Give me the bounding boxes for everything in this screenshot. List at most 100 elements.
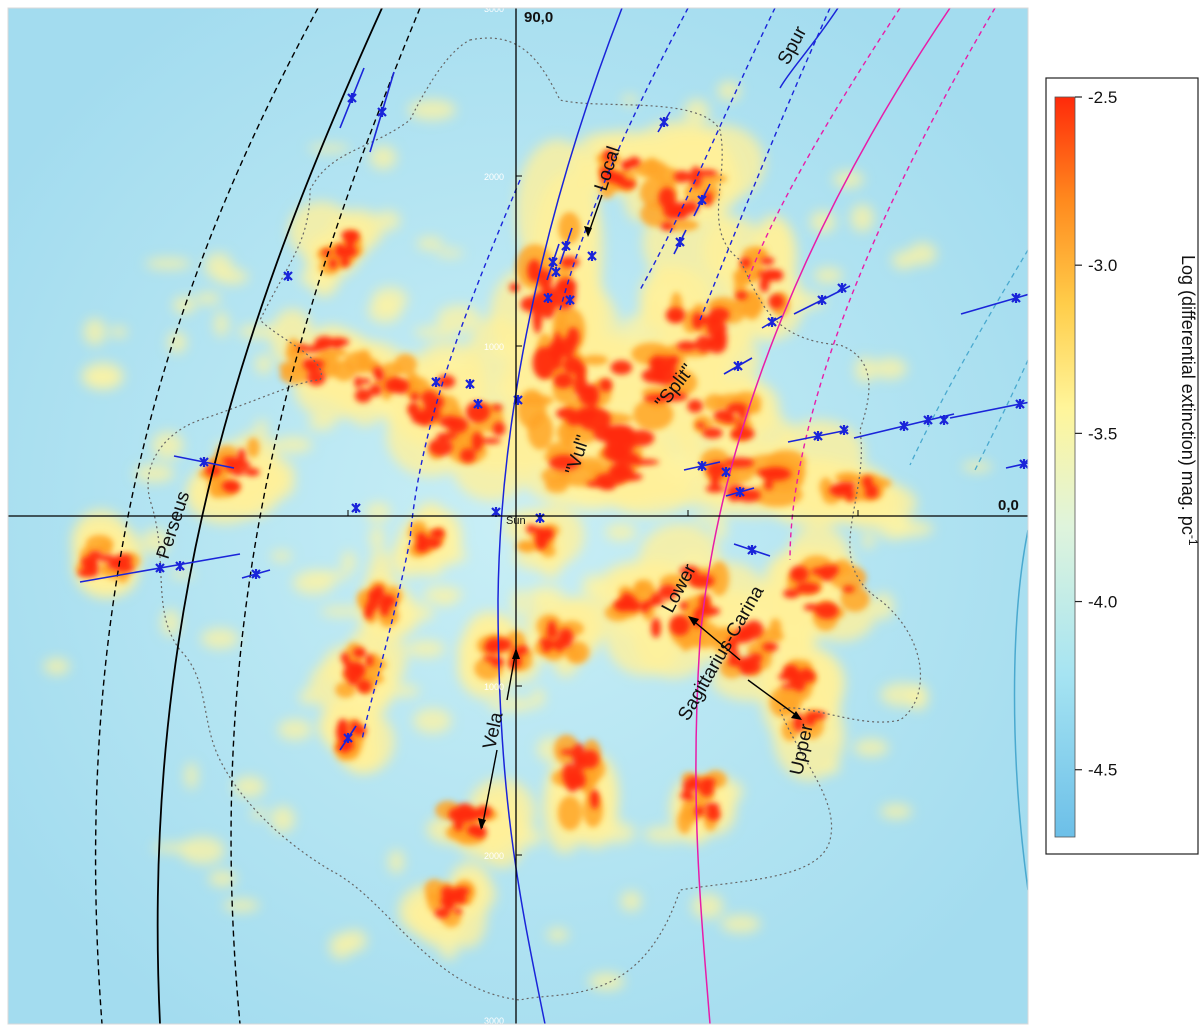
dust-core — [368, 588, 383, 603]
dust-core — [695, 335, 713, 353]
dust-core — [603, 444, 630, 462]
haze-blob — [720, 914, 761, 934]
scutum-arm-boundary-1 — [909, 249, 1028, 466]
dust-core — [704, 802, 720, 811]
haze-blob — [142, 528, 170, 554]
dust-core — [724, 457, 755, 469]
dust-core — [546, 626, 558, 639]
haze-blob — [527, 586, 565, 606]
dust-core — [832, 486, 847, 498]
maser-point — [697, 195, 707, 205]
distance-tick-label: 3000 — [484, 4, 504, 14]
haze-blob — [643, 826, 691, 843]
dust-core — [669, 355, 679, 365]
perseus-arm-boundary-inner — [230, 8, 421, 1024]
dust-core — [783, 588, 800, 599]
arrow-head — [584, 226, 592, 237]
haze-blob — [908, 242, 937, 266]
dust-core — [451, 888, 466, 902]
haze-blob — [680, 552, 708, 566]
dust-core — [548, 454, 580, 471]
dust-core — [759, 466, 792, 481]
dust-core — [676, 340, 698, 352]
dust-core — [379, 597, 393, 610]
dust-core — [539, 638, 553, 646]
dust-core — [352, 647, 367, 658]
dust-core — [558, 634, 569, 642]
dust-core — [734, 627, 749, 644]
maser-point — [548, 257, 558, 267]
dust-core — [560, 256, 580, 269]
dust-core — [342, 249, 352, 258]
dust-core — [306, 369, 326, 386]
cloud-blob — [319, 352, 340, 378]
dust-core — [231, 468, 245, 476]
sagittarius-arrow-upper — [747, 679, 801, 719]
dust-core — [431, 538, 442, 547]
haze-blob — [369, 145, 397, 170]
dust-core — [706, 461, 727, 479]
haze-blob — [582, 574, 604, 597]
scutum-arm-boundary-2 — [974, 359, 1028, 471]
dust-core — [369, 384, 382, 397]
dust-core — [650, 617, 661, 638]
haze-blob — [813, 267, 843, 284]
dust-core — [313, 341, 330, 351]
maser-point — [513, 395, 523, 405]
dust-core — [735, 291, 748, 300]
haze-blob — [691, 893, 724, 919]
dust-core — [429, 528, 444, 538]
maser-point — [675, 237, 685, 247]
haze-blob — [270, 805, 295, 833]
dust-core — [670, 314, 682, 322]
maser-point — [565, 295, 575, 305]
dust-core — [768, 293, 785, 310]
dust-core — [566, 327, 580, 348]
colorbar-gradient — [1054, 96, 1076, 838]
maser-point — [923, 415, 933, 425]
haze-blob — [172, 296, 196, 314]
sagittarius-arm-line — [695, 8, 951, 1024]
haze-blob — [307, 144, 350, 153]
colorbar-tick-label: -4.0 — [1088, 593, 1117, 612]
haze-blob — [208, 870, 237, 887]
dust-core — [356, 679, 372, 694]
dust-core — [222, 480, 241, 493]
distance-tick-label: 2000 — [484, 172, 504, 182]
haze-blob — [277, 719, 312, 741]
dust-core — [780, 683, 799, 690]
cloud-blob — [634, 579, 654, 594]
dust-core — [622, 592, 631, 600]
dust-core — [428, 438, 453, 456]
haze-blob — [854, 356, 876, 384]
haze-blob — [622, 95, 638, 106]
dust-core — [233, 460, 251, 470]
haze-blob — [431, 354, 466, 374]
dust-core — [329, 258, 338, 270]
haze-blob — [134, 464, 175, 483]
dust-core — [640, 601, 650, 614]
haze-blob — [272, 436, 313, 453]
colorbar-tick-label: -4.5 — [1088, 761, 1117, 780]
dust-core — [695, 422, 706, 429]
maser-point — [735, 487, 745, 497]
dust-core — [562, 762, 577, 787]
haze-blob — [887, 520, 934, 537]
haze-blob — [237, 324, 280, 339]
map-frame — [7, 7, 1029, 1025]
haze-blob — [184, 762, 198, 790]
haze-blob — [204, 252, 233, 280]
haze-blob — [83, 318, 106, 346]
cloud-blob — [657, 167, 680, 187]
cloud-blob — [819, 477, 833, 497]
cloud-blob — [643, 157, 661, 177]
cloud-blob — [582, 354, 609, 366]
haze-blob — [822, 762, 841, 775]
haze-blob — [233, 776, 266, 798]
dust-core — [845, 490, 855, 502]
haze-blob — [145, 257, 192, 270]
haze-blob — [620, 890, 642, 912]
dust-core — [698, 779, 715, 797]
haze-blob — [367, 298, 402, 324]
